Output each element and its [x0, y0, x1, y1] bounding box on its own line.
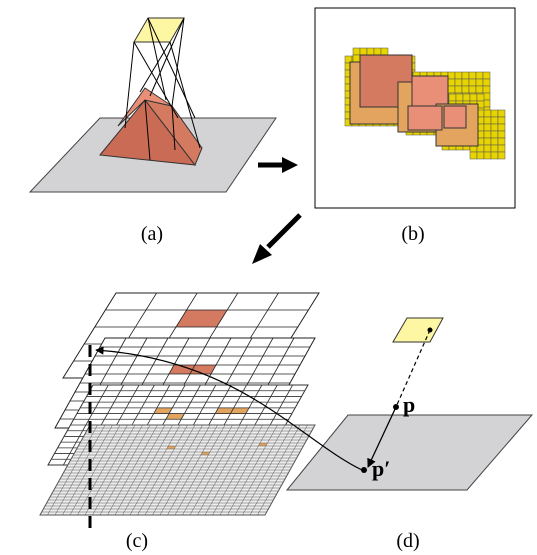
fine-cell	[497, 144, 506, 153]
fine-cell	[475, 71, 484, 80]
fine-cell	[352, 47, 361, 56]
shadow-tile	[411, 75, 449, 107]
fine-cell	[497, 151, 506, 160]
panel-c-label: (c)	[126, 530, 148, 552]
fine-cell	[461, 78, 470, 87]
panel-b-label: (b)	[401, 223, 424, 245]
fine-cell	[475, 85, 484, 94]
fine-cell	[454, 85, 463, 94]
fine-cell	[483, 144, 492, 153]
fine-cell	[462, 93, 471, 102]
fine-cell	[352, 54, 361, 63]
panel-b: (b)	[314, 7, 516, 245]
fine-cell	[482, 71, 491, 80]
fine-cell	[468, 71, 477, 80]
fine-cell	[454, 78, 463, 87]
fine-cell	[483, 123, 492, 132]
shadow-map-tiles	[344, 47, 506, 160]
fine-cell	[497, 137, 506, 146]
highlighted-cell	[176, 310, 228, 327]
fine-cell	[490, 151, 499, 160]
fine-cell	[454, 71, 463, 80]
receiver-plane	[285, 414, 534, 491]
fine-cell	[483, 130, 492, 139]
highlighted-cell	[153, 407, 173, 414]
highlighted-cell	[165, 413, 185, 420]
fine-cell	[373, 47, 382, 56]
fine-cell	[447, 78, 456, 87]
highlighted-cell	[258, 443, 268, 446]
point-p-prime	[361, 467, 367, 473]
point-p-prime-label: p′	[372, 456, 390, 481]
fine-cell	[497, 116, 506, 125]
solid-ray	[367, 406, 397, 468]
highlighted-cell	[230, 407, 250, 414]
fine-cell	[476, 93, 485, 102]
lookup-curve-arrow	[95, 346, 363, 471]
fine-cell	[468, 78, 477, 87]
fine-cell	[461, 85, 470, 94]
fine-cell	[469, 151, 478, 160]
fine-cell	[366, 47, 375, 56]
fine-cell	[483, 109, 492, 118]
shadow-tile	[443, 105, 467, 129]
light-source-quad	[133, 17, 185, 43]
fine-cell	[497, 123, 506, 132]
fine-cell	[359, 47, 368, 56]
panel-c: (c)	[39, 292, 320, 552]
grid-layer-stack	[39, 292, 320, 516]
point-p-label: p	[403, 392, 415, 417]
fine-cell	[468, 85, 477, 94]
fine-cell	[482, 78, 491, 87]
fine-cell	[490, 116, 499, 125]
fine-cell	[380, 47, 389, 56]
fine-cell	[483, 151, 492, 160]
fine-cell	[490, 123, 499, 132]
fine-cell	[448, 93, 457, 102]
fine-cell	[490, 137, 499, 146]
fine-cell	[490, 109, 499, 118]
light-quad-d	[392, 317, 444, 343]
fine-cell	[483, 137, 492, 146]
arrow-b-to-c	[252, 213, 302, 264]
grid-layer	[39, 424, 316, 516]
fine-cell	[469, 93, 478, 102]
fine-cell	[476, 151, 485, 160]
fine-cell	[475, 78, 484, 87]
panel-a: (a)	[28, 17, 277, 245]
panel-d: p p′ (d)	[95, 317, 534, 552]
fine-cell	[447, 71, 456, 80]
arrow-a-to-b	[258, 157, 298, 173]
dashed-ray	[395, 329, 431, 408]
fine-cell	[490, 130, 499, 139]
fine-cell	[482, 85, 491, 94]
highlighted-cell	[169, 365, 195, 374]
fine-cell	[461, 71, 470, 80]
fine-cell	[490, 144, 499, 153]
highlighted-cell	[166, 446, 176, 449]
panel-d-label: (d)	[396, 530, 419, 552]
highlighted-cell	[200, 452, 210, 455]
fine-cell	[483, 116, 492, 125]
panel-a-label: (a)	[141, 223, 163, 245]
fine-cell	[497, 109, 506, 118]
fine-cell	[497, 130, 506, 139]
shadow-tile	[407, 105, 443, 131]
projection-lines	[124, 17, 201, 161]
highlighted-cell	[215, 407, 234, 414]
fine-cell	[447, 85, 456, 94]
fine-cell	[455, 93, 464, 102]
